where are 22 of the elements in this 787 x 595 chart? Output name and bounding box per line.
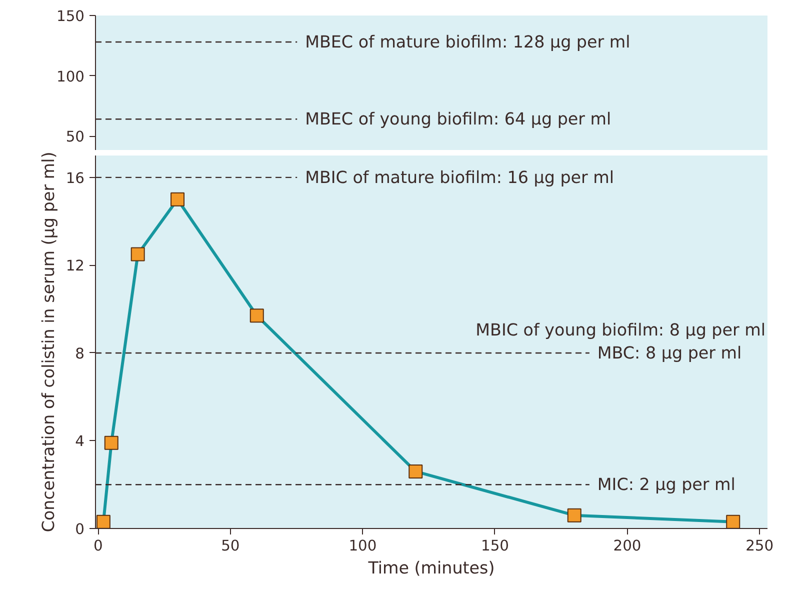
x-tick-label: 250 bbox=[746, 538, 774, 554]
y-tick-label: 100 bbox=[56, 68, 85, 86]
y-tick-label: 8 bbox=[75, 345, 85, 362]
y-tick-label: 150 bbox=[56, 8, 85, 25]
ref-line-label: MBEC of mature biofilm: 128 μg per ml bbox=[305, 32, 630, 52]
x-tick-label: 100 bbox=[348, 538, 377, 554]
ref-line-label: MBC: 8 μg per ml bbox=[597, 343, 742, 362]
x-tick-label: 200 bbox=[613, 538, 642, 554]
y-tick-label: 0 bbox=[75, 521, 85, 538]
ref-line-label: MBIC of mature biofilm: 16 μg per ml bbox=[305, 168, 614, 187]
x-tick-label: 0 bbox=[93, 538, 103, 554]
y-tick-label: 4 bbox=[75, 433, 85, 450]
x-tick-label: 50 bbox=[221, 538, 240, 554]
y-tick-label: 12 bbox=[66, 258, 85, 275]
y-tick-label: 16 bbox=[66, 170, 85, 187]
y-axis-title: Concentration of colistin in serum (μg per ml) bbox=[38, 152, 58, 532]
ref-line-label: MBEC of young biofilm: 64 μg per ml bbox=[305, 110, 612, 129]
annotation: MBIC of young biofilm: 8 μg per ml bbox=[476, 320, 766, 340]
y-tick-label: 50 bbox=[66, 128, 85, 146]
x-tick-label: 150 bbox=[481, 538, 509, 554]
x-axis-title: Time (minutes) bbox=[367, 558, 495, 578]
ref-line-label: MIC: 2 μg per ml bbox=[597, 475, 736, 494]
